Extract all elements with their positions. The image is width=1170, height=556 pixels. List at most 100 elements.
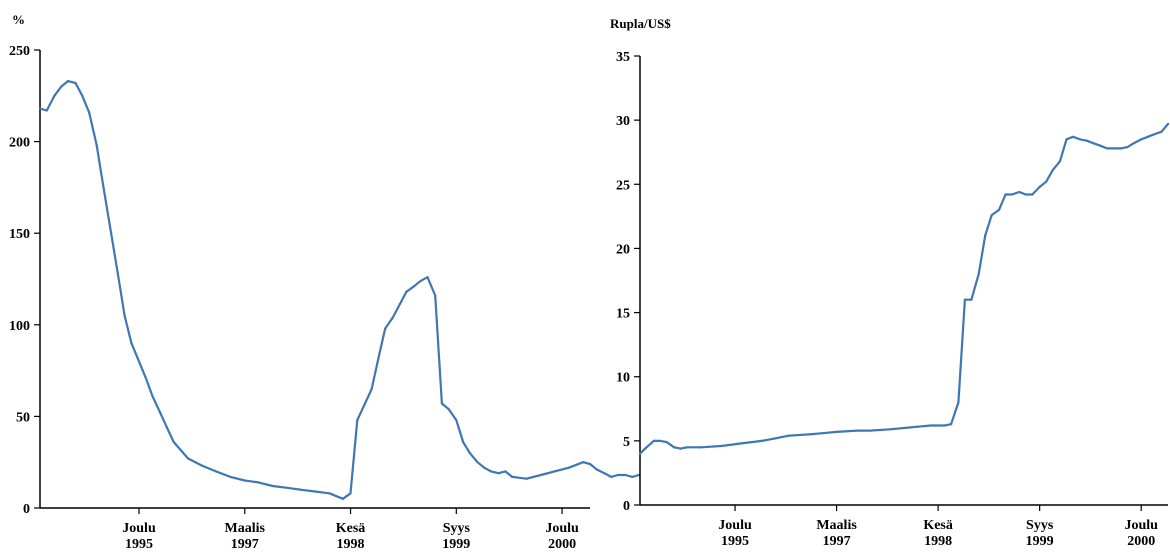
data-point bbox=[187, 457, 190, 460]
y-tick-label: 20 bbox=[616, 242, 630, 257]
data-point bbox=[1065, 138, 1068, 141]
data-point bbox=[686, 446, 689, 449]
data-point bbox=[88, 111, 91, 114]
data-point bbox=[638, 452, 642, 455]
y-tick-label: 10 bbox=[616, 371, 630, 386]
data-point bbox=[201, 464, 204, 467]
data-point bbox=[1004, 193, 1007, 196]
data-point bbox=[434, 294, 437, 297]
data-point bbox=[144, 376, 147, 379]
data-point bbox=[525, 477, 528, 480]
data-point bbox=[1166, 122, 1170, 126]
data-point bbox=[889, 428, 892, 431]
data-point bbox=[1160, 130, 1163, 133]
data-point bbox=[567, 466, 570, 469]
data-point bbox=[539, 473, 543, 477]
data-point bbox=[624, 473, 627, 477]
data-point bbox=[787, 434, 790, 437]
x-tick-label: Syys bbox=[1026, 518, 1054, 533]
data-point bbox=[229, 475, 232, 478]
data-point bbox=[419, 279, 422, 282]
data-point bbox=[1092, 142, 1095, 145]
data-point bbox=[990, 214, 993, 217]
x-tick-label: Kesä bbox=[923, 518, 953, 533]
data-point bbox=[497, 472, 500, 475]
data-point bbox=[1031, 193, 1034, 196]
x-tick-label: 1999 bbox=[442, 537, 470, 552]
x-tick-label: 1998 bbox=[337, 537, 365, 552]
x-tick-label: 1997 bbox=[231, 537, 259, 552]
y-tick-label: 35 bbox=[616, 50, 630, 65]
data-point bbox=[610, 475, 613, 478]
data-point bbox=[659, 439, 662, 442]
data-point bbox=[426, 276, 429, 279]
data-point bbox=[582, 461, 585, 464]
data-point bbox=[172, 440, 175, 444]
data-point bbox=[679, 447, 682, 450]
data-point bbox=[1146, 135, 1149, 138]
data-point bbox=[377, 356, 380, 359]
data-point bbox=[1126, 146, 1129, 149]
data-point bbox=[102, 186, 105, 189]
data-point bbox=[645, 446, 648, 449]
data-point bbox=[95, 144, 98, 147]
data-point bbox=[356, 419, 359, 422]
data-point bbox=[363, 404, 366, 407]
x-tick-label: Joulu bbox=[718, 518, 752, 533]
x-tick-label: Joulu bbox=[122, 521, 156, 536]
y-tick-label: 200 bbox=[9, 136, 30, 151]
data-point bbox=[950, 423, 953, 426]
data-point bbox=[1153, 133, 1156, 136]
x-tick-label: 2000 bbox=[548, 537, 576, 552]
data-point bbox=[957, 401, 960, 404]
data-point bbox=[1010, 193, 1014, 196]
data-point bbox=[774, 437, 777, 440]
data-point bbox=[257, 481, 260, 484]
data-point bbox=[116, 272, 119, 275]
data-point bbox=[349, 492, 352, 495]
data-point bbox=[1071, 135, 1075, 138]
data-point bbox=[328, 492, 331, 495]
data-point bbox=[821, 432, 824, 435]
data-point bbox=[468, 451, 471, 455]
data-point bbox=[603, 472, 606, 475]
data-point bbox=[137, 360, 141, 363]
data-point bbox=[1038, 185, 1041, 188]
y-unit-label: Rupla/US$ bbox=[610, 16, 671, 31]
data-point bbox=[151, 395, 154, 398]
data-point bbox=[616, 473, 620, 477]
x-tick-label: 1998 bbox=[924, 534, 952, 549]
data-point bbox=[740, 442, 743, 445]
data-point bbox=[1099, 144, 1102, 147]
x-tick-label: Kesä bbox=[336, 521, 366, 536]
data-point bbox=[1106, 147, 1109, 150]
y-tick-label: 0 bbox=[23, 502, 30, 517]
data-point bbox=[807, 433, 811, 436]
data-point bbox=[929, 424, 932, 427]
data-point bbox=[159, 411, 162, 414]
data-point bbox=[412, 285, 416, 288]
x-tick-label: 1995 bbox=[721, 534, 749, 549]
data-point bbox=[835, 430, 838, 433]
data-point bbox=[489, 470, 493, 473]
x-tick-label: Maalis bbox=[816, 518, 857, 533]
data-point bbox=[299, 488, 302, 491]
x-tick-label: Joulu bbox=[1124, 518, 1158, 533]
data-point bbox=[130, 342, 133, 345]
data-point bbox=[60, 85, 63, 88]
x-tick-label: 1999 bbox=[1026, 534, 1054, 549]
data-point bbox=[66, 80, 69, 83]
data-point bbox=[447, 408, 450, 411]
y-tick-label: 15 bbox=[616, 307, 630, 322]
data-point bbox=[398, 303, 401, 306]
data-point bbox=[123, 314, 126, 317]
data-point bbox=[1112, 147, 1115, 150]
data-point bbox=[673, 446, 676, 449]
data-point bbox=[588, 462, 592, 466]
data-point bbox=[595, 468, 598, 471]
data-point bbox=[370, 387, 373, 390]
data-point bbox=[476, 461, 479, 464]
data-point bbox=[1058, 160, 1062, 163]
x-tick-label: 1997 bbox=[823, 534, 851, 549]
